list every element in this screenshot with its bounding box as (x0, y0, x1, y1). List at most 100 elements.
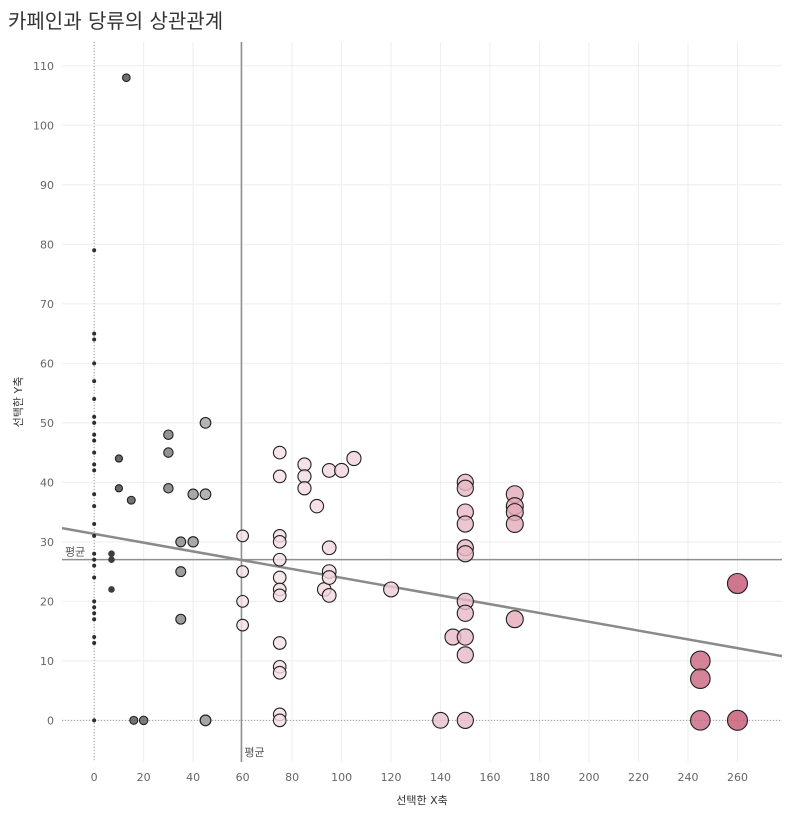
y-tick-label: 30 (40, 536, 54, 549)
data-point[interactable] (272, 534, 287, 549)
data-point[interactable] (321, 540, 337, 556)
data-point[interactable] (175, 536, 187, 548)
data-point[interactable] (690, 710, 711, 731)
data-point[interactable] (456, 479, 474, 497)
data-point[interactable] (272, 445, 287, 460)
data-point[interactable] (187, 536, 199, 548)
data-point[interactable] (272, 713, 287, 728)
data-point[interactable] (272, 570, 287, 585)
data-point[interactable] (92, 337, 97, 342)
data-point[interactable] (383, 581, 400, 598)
data-point[interactable] (114, 484, 124, 493)
data-point[interactable] (199, 714, 212, 727)
data-point[interactable] (297, 457, 312, 472)
data-point[interactable] (92, 432, 97, 437)
data-point[interactable] (92, 397, 97, 402)
data-point[interactable] (321, 587, 337, 603)
data-point[interactable] (199, 416, 212, 429)
data-point[interactable] (163, 447, 174, 458)
data-point[interactable] (456, 545, 474, 563)
y-tick-label: 40 (40, 476, 54, 489)
data-point[interactable] (346, 450, 362, 467)
data-point[interactable] (175, 613, 187, 625)
data-point[interactable] (236, 529, 250, 543)
data-point[interactable] (236, 594, 250, 608)
data-point[interactable] (92, 331, 97, 336)
data-point[interactable] (432, 711, 449, 729)
data-point[interactable] (236, 565, 250, 578)
data-point[interactable] (272, 588, 287, 603)
data-point[interactable] (92, 640, 97, 645)
data-point[interactable] (505, 514, 524, 534)
data-point[interactable] (92, 521, 97, 526)
data-point[interactable] (297, 469, 312, 484)
data-point[interactable] (92, 557, 97, 562)
data-point[interactable] (187, 488, 199, 500)
data-point[interactable] (272, 665, 287, 680)
data-point[interactable] (92, 617, 97, 622)
data-point[interactable] (108, 556, 115, 563)
data-point[interactable] (92, 414, 97, 419)
data-point[interactable] (163, 483, 174, 494)
data-point[interactable] (690, 668, 711, 690)
data-point[interactable] (92, 504, 97, 509)
data-point[interactable] (456, 711, 474, 729)
data-point[interactable] (92, 563, 97, 568)
x-tick-label: 60 (236, 771, 250, 784)
chart-title: 카페인과 당류의 상관관계 (8, 9, 224, 33)
x-tick-label: 120 (381, 771, 402, 784)
data-point[interactable] (121, 73, 131, 83)
data-point[interactable] (138, 715, 149, 726)
x-tick-label: 140 (430, 771, 451, 784)
data-point[interactable] (505, 610, 524, 629)
data-point[interactable] (272, 552, 287, 567)
data-point[interactable] (92, 361, 97, 366)
data-point[interactable] (726, 709, 749, 731)
data-point[interactable] (297, 481, 312, 496)
data-point[interactable] (92, 468, 97, 473)
data-point[interactable] (92, 533, 97, 538)
data-point[interactable] (92, 718, 97, 723)
data-point[interactable] (456, 646, 474, 664)
data-point[interactable] (175, 566, 187, 578)
y-axis-label: 선택한 Y축 (12, 377, 25, 428)
data-point[interactable] (92, 635, 97, 640)
y-tick-label: 10 (40, 655, 54, 668)
data-point[interactable] (456, 604, 474, 622)
data-point[interactable] (92, 248, 97, 253)
data-point[interactable] (92, 450, 97, 455)
data-point[interactable] (236, 618, 250, 632)
data-point[interactable] (163, 429, 174, 440)
data-point[interactable] (92, 599, 97, 604)
data-point[interactable] (334, 462, 350, 478)
data-point[interactable] (690, 650, 711, 672)
data-point[interactable] (92, 462, 97, 467)
x-tick-label: 220 (628, 771, 649, 784)
data-point[interactable] (309, 498, 325, 514)
data-point[interactable] (92, 379, 97, 384)
data-point[interactable] (126, 495, 136, 505)
data-point[interactable] (456, 515, 474, 533)
data-point[interactable] (92, 605, 97, 610)
data-point[interactable] (199, 488, 212, 501)
data-point[interactable] (726, 572, 749, 595)
y-tick-label: 110 (33, 60, 54, 73)
zero-lines (62, 42, 782, 762)
data-point[interactable] (108, 586, 115, 593)
data-point[interactable] (114, 454, 124, 463)
data-point[interactable] (108, 550, 115, 558)
data-point[interactable] (92, 611, 97, 616)
data-point[interactable] (92, 575, 97, 580)
x-tick-label: 200 (579, 771, 600, 784)
data-point[interactable] (129, 715, 139, 725)
data-point[interactable] (92, 420, 97, 425)
data-point[interactable] (92, 551, 97, 556)
data-point[interactable] (272, 469, 287, 484)
data-point[interactable] (456, 628, 474, 646)
data-point[interactable] (272, 636, 287, 650)
data-point[interactable] (321, 570, 337, 585)
data-point[interactable] (92, 492, 97, 497)
data-point[interactable] (321, 463, 337, 478)
y-axis-ticks: 0 10 20 30 40 50 60 70 80 90 100 110 (33, 60, 54, 728)
data-point[interactable] (92, 438, 97, 443)
